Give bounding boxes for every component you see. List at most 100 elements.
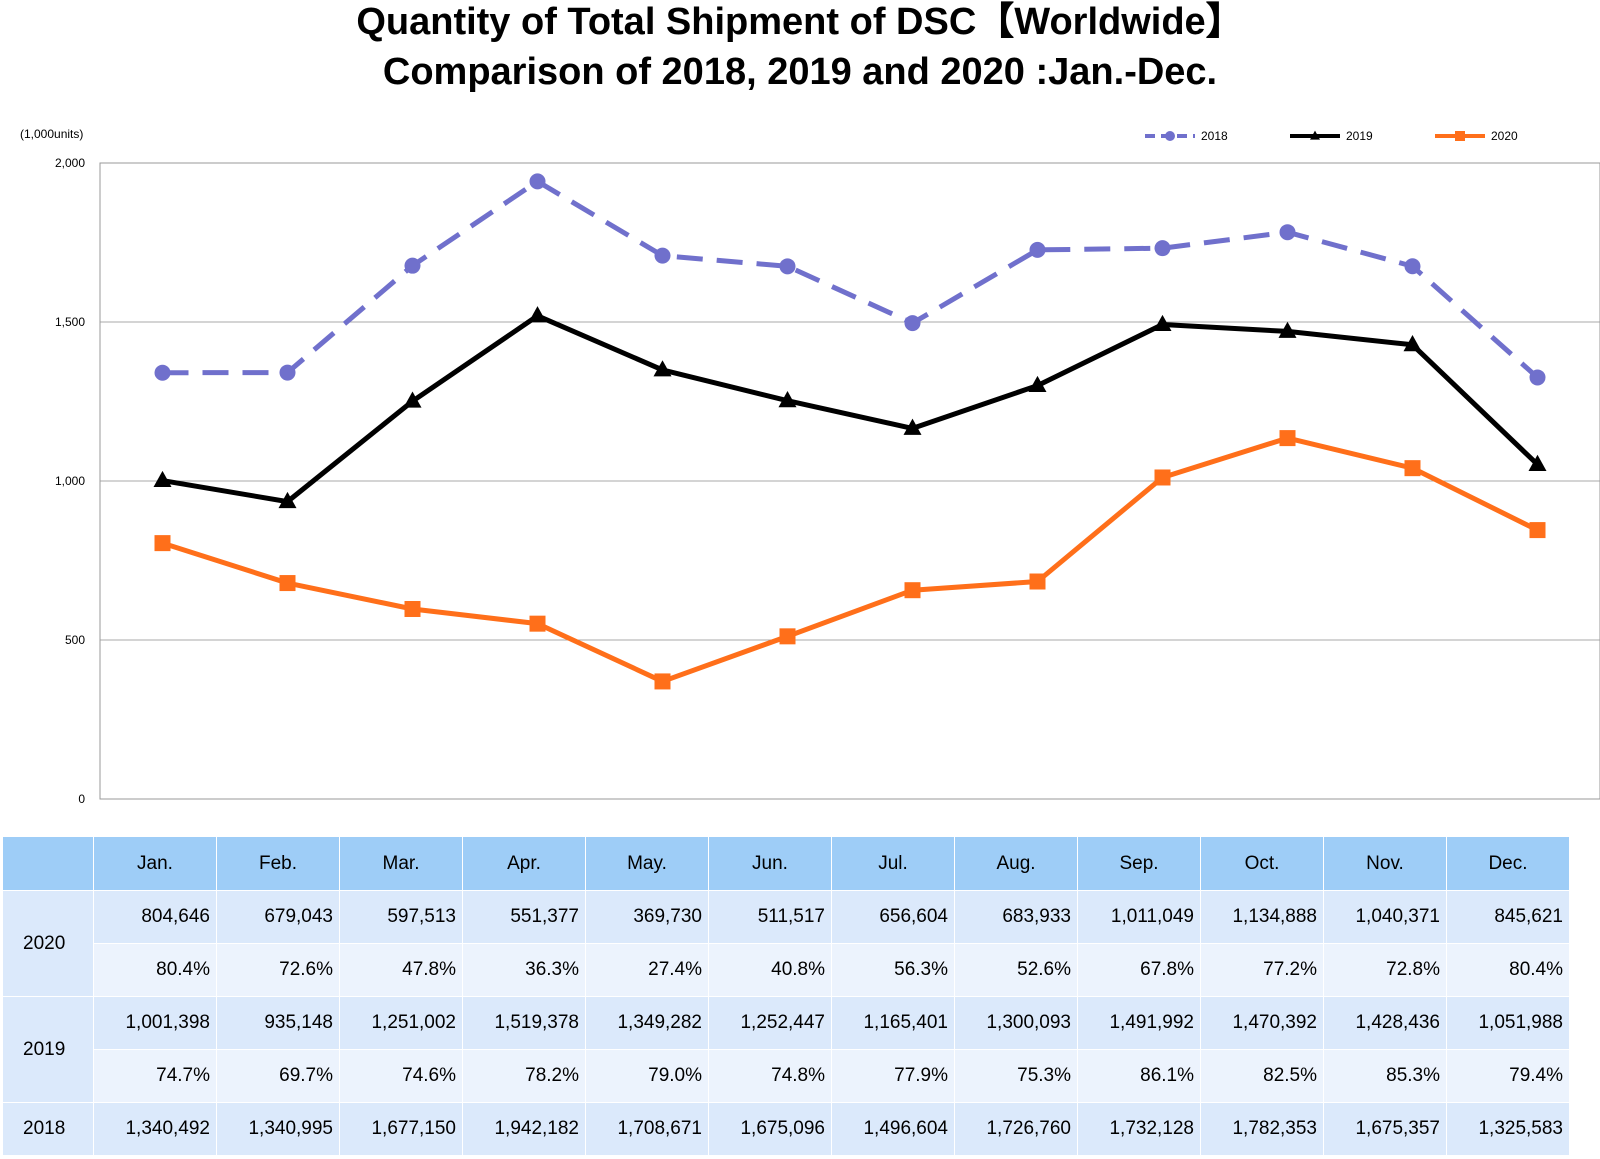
legend-label: 2018 — [1201, 129, 1228, 143]
series-2018 — [154, 173, 1546, 386]
quantity-cell: 597,513 — [339, 890, 463, 944]
percent-cell: 69.7% — [216, 1049, 340, 1103]
header-corner-cell — [2, 836, 94, 891]
quantity-cell: 369,730 — [585, 890, 709, 944]
point-2018-May. — [654, 247, 671, 264]
quantity-cell: 1,496,604 — [831, 1102, 955, 1156]
point-2019-legend — [1310, 130, 1320, 140]
y-tick-label: 2,000 — [55, 156, 85, 170]
year-label-2019: 2019 — [2, 996, 94, 1103]
percent-cell: 77.2% — [1200, 943, 1324, 997]
point-2019-Oct. — [1278, 321, 1297, 338]
header-month-cell: Aug. — [954, 836, 1078, 891]
quantity-cell: 1,252,447 — [708, 996, 832, 1050]
quantity-cell: 1,349,282 — [585, 996, 709, 1050]
percent-cell: 77.9% — [831, 1049, 955, 1103]
percent-cell: 82.5% — [1200, 1049, 1324, 1103]
quantity-cell: 1,732,128 — [1077, 1102, 1201, 1156]
quantity-cell: 1,942,182 — [462, 1102, 586, 1156]
quantity-cell: 1,340,995 — [216, 1102, 340, 1156]
point-2018-Jul. — [904, 315, 921, 332]
percent-cell: 86.1% — [1077, 1049, 1201, 1103]
unit-label: (1,000units) — [20, 127, 83, 141]
quantity-cell: 1,251,002 — [339, 996, 463, 1050]
point-2020-Jul. — [904, 582, 921, 599]
table-header-row: Jan. Feb. Mar. Apr. May. Jun. Jul. Aug. Sep. Oct.… — [2, 836, 1570, 891]
percent-cell: 75.3% — [954, 1049, 1078, 1103]
point-2018-Nov. — [1404, 258, 1421, 275]
point-2020-May. — [654, 673, 671, 690]
year-label-2020: 2020 — [2, 890, 94, 997]
header-month-cell: Mar. — [339, 836, 463, 891]
y-tick-label: 1,000 — [55, 474, 85, 488]
y-axis-ticks: 0 500 1,000 1,500 2,000 — [55, 156, 85, 806]
legend-label: 2020 — [1491, 129, 1518, 143]
header-month-cell: Nov. — [1323, 836, 1447, 891]
quantity-cell: 1,340,492 — [93, 1102, 217, 1156]
point-2019-Aug. — [1028, 375, 1047, 393]
quantity-cell: 683,933 — [954, 890, 1078, 944]
header-month-cell: Oct. — [1200, 836, 1324, 891]
quantity-cell: 1,325,583 — [1446, 1102, 1570, 1156]
quantity-cell: 1,470,392 — [1200, 996, 1324, 1050]
quantity-cell: 1,428,436 — [1323, 996, 1447, 1050]
header-month-cell: Jul. — [831, 836, 955, 891]
table-row-2020-percent: 80.4% 72.6% 47.8% 36.3% 27.4% 40.8% 56.3% 52.6%… — [3, 943, 1570, 997]
plot-area — [99, 162, 1600, 800]
legend-label: 2019 — [1346, 129, 1373, 143]
quantity-cell: 935,148 — [216, 996, 340, 1050]
quantity-cell: 1,165,401 — [831, 996, 955, 1050]
header-month-cell: Dec. — [1446, 836, 1570, 891]
y-tick-label: 1,500 — [55, 315, 85, 329]
percent-cell: 72.6% — [216, 943, 340, 997]
table-row-2019-quantity: 2019 1,001,398 935,148 1,251,002 1,519,378 1… — [2, 996, 1570, 1103]
percent-cell: 67.8% — [1077, 943, 1201, 997]
percent-cell: 72.8% — [1323, 943, 1447, 997]
quantity-cell: 1,726,760 — [954, 1102, 1078, 1156]
point-2020-Apr. — [529, 615, 546, 632]
point-2018-Apr. — [529, 173, 546, 190]
series-2020 — [154, 430, 1546, 690]
header-month-cell: Jan. — [93, 836, 217, 891]
chart-title: Quantity of Total Shipment of DSC【Worldw… — [356, 1, 1244, 43]
series-line-2018 — [162, 178, 1540, 380]
point-2019-Dec. — [1528, 454, 1547, 471]
point-2019-Feb. — [278, 491, 297, 509]
point-2018-Feb. — [279, 364, 296, 381]
quantity-cell: 1,675,357 — [1323, 1102, 1447, 1156]
point-2018-Sep. — [1154, 240, 1171, 257]
percent-cell: 85.3% — [1323, 1049, 1447, 1103]
table-row-2020-quantity: 2020 804,646 679,043 597,513 551,377 369,730… — [2, 890, 1570, 997]
header-month-cell: Apr. — [462, 836, 586, 891]
point-2018-Jun. — [779, 258, 796, 275]
point-2020-Jan. — [154, 535, 171, 552]
quantity-cell: 551,377 — [462, 890, 586, 944]
percent-cell: 80.4% — [1446, 943, 1570, 997]
table-row-2019-percent: 74.7% 69.7% 74.6% 78.2% 79.0% 74.8% 77.9% 75.3%… — [3, 1049, 1570, 1103]
y-tick-label: 0 — [78, 792, 85, 806]
percent-cell: 36.3% — [462, 943, 586, 997]
point-2018-Jan. — [154, 364, 171, 381]
point-2019-Apr. — [528, 306, 547, 323]
point-2019-Nov. — [1403, 335, 1422, 352]
point-2020-legend — [1455, 131, 1465, 141]
y-tick-label: 500 — [65, 633, 85, 647]
percent-cell: 27.4% — [585, 943, 709, 997]
header-month-cell: May. — [585, 836, 709, 891]
percent-cell: 74.6% — [339, 1049, 463, 1103]
quantity-cell: 1,001,398 — [93, 996, 217, 1050]
point-2018-Aug. — [1029, 241, 1046, 258]
legend-item-2018: 2018 — [1145, 129, 1228, 143]
point-2020-Nov. — [1404, 460, 1421, 477]
quantity-cell: 1,708,671 — [585, 1102, 709, 1156]
legend: 2018 2019 2020 — [1145, 129, 1518, 143]
point-2018-Mar. — [404, 257, 421, 274]
point-2020-Oct. — [1279, 430, 1296, 447]
point-2018-Oct. — [1279, 224, 1296, 241]
point-2019-Jan. — [153, 470, 172, 488]
percent-cell: 52.6% — [954, 943, 1078, 997]
percent-cell: 80.4% — [93, 943, 217, 997]
point-2020-Jun. — [779, 628, 796, 645]
quantity-cell: 1,782,353 — [1200, 1102, 1324, 1156]
